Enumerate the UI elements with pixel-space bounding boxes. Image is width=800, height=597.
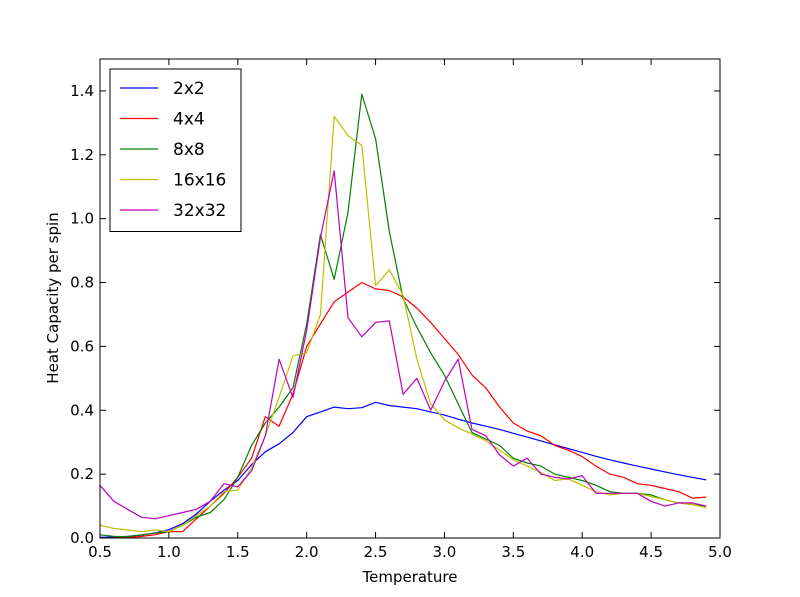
y-tick-label: 1.0 — [70, 210, 94, 228]
x-tick-label: 0.5 — [88, 543, 112, 561]
x-tick-label: 3.5 — [501, 543, 525, 561]
legend-label: 8x8 — [173, 140, 205, 160]
axis-ticks: 0.5 1.0 1.5 2.0 2.5 3.0 3.5 4.0 4.5 5.0 0.0 0.2 0.4 0… — [70, 59, 732, 561]
legend-label: 2x2 — [173, 79, 205, 99]
y-tick-label: 1.2 — [70, 146, 94, 164]
y-tick-label: 0.6 — [70, 337, 94, 355]
y-tick-label: 0.0 — [70, 529, 94, 547]
y-axis-label: Heat Capacity per spin — [44, 212, 62, 383]
x-tick-label: 4.0 — [570, 543, 594, 561]
x-tick-label: 2.5 — [364, 543, 388, 561]
x-tick-label: 5.0 — [708, 543, 732, 561]
x-tick-label: 2.0 — [295, 543, 319, 561]
y-tick-label: 0.4 — [70, 401, 94, 419]
plot-area-frame — [99, 58, 721, 539]
x-tick-label: 1.5 — [226, 543, 250, 561]
x-tick-label: 1.0 — [157, 543, 181, 561]
legend-label: 16x16 — [173, 171, 226, 191]
legend-label: 32x32 — [173, 201, 226, 221]
legend-label: 4x4 — [173, 110, 205, 130]
series-layer — [100, 93, 707, 538]
y-tick-label: 0.8 — [70, 274, 94, 292]
legend: 2x2 4x4 8x8 16x16 32x32 — [109, 68, 242, 232]
legend-box — [109, 68, 242, 232]
x-axis-label: Temperature — [361, 568, 457, 586]
x-tick-label: 3.0 — [433, 543, 457, 561]
y-tick-label: 1.4 — [70, 82, 94, 100]
y-tick-label: 0.2 — [70, 465, 94, 483]
series-line-32x32 — [100, 170, 707, 520]
series-line-2x2 — [100, 401, 707, 538]
x-tick-label: 4.5 — [639, 543, 663, 561]
series-line-8x8 — [100, 93, 707, 538]
